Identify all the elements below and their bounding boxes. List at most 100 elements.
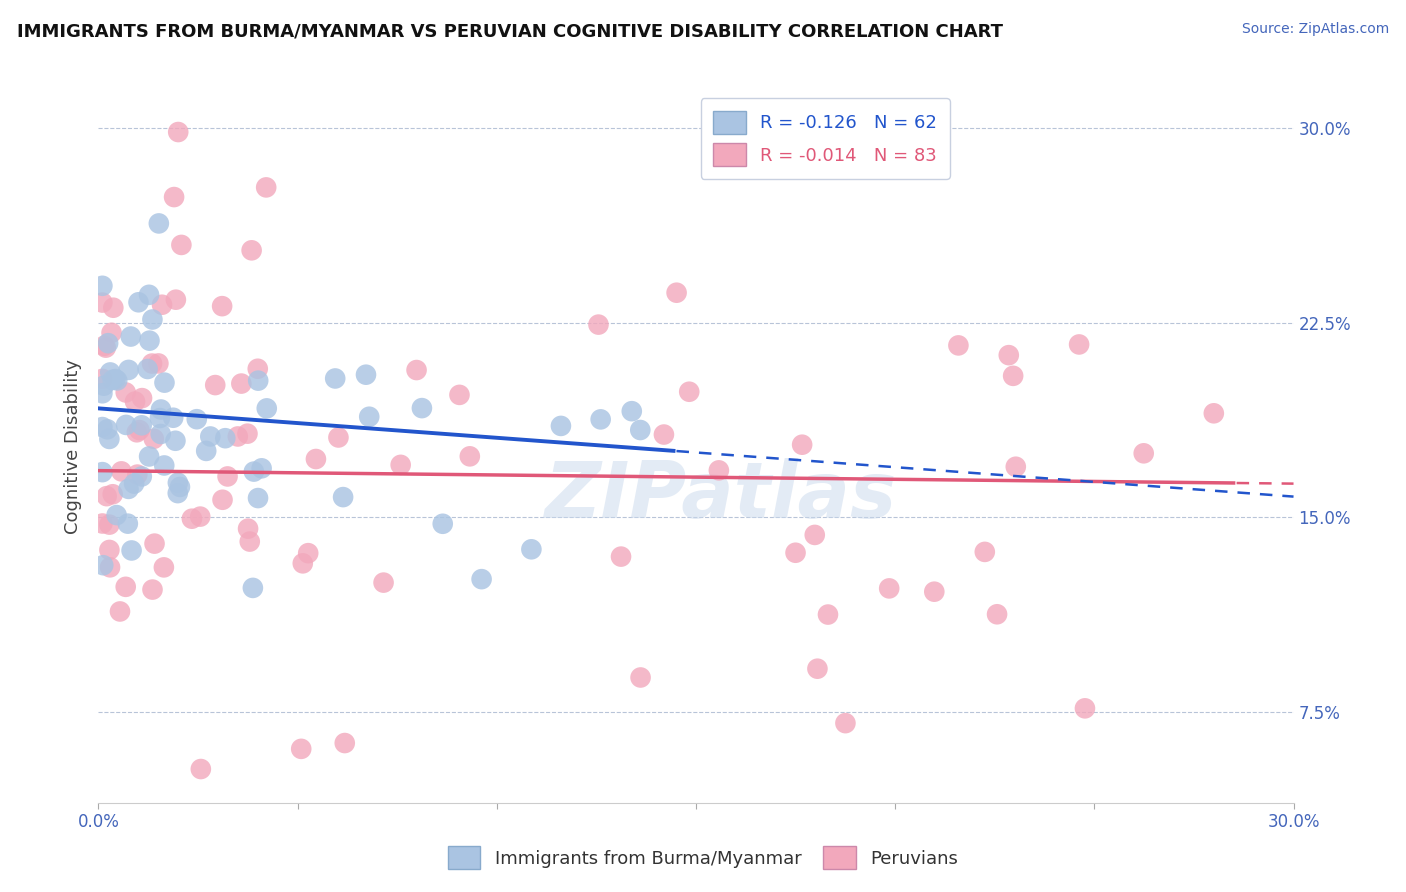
Point <box>142 432 165 446</box>
Point <box>91 465 114 479</box>
Point <box>131 469 153 483</box>
Point <box>1202 406 1225 420</box>
Point <box>792 438 814 452</box>
Point <box>117 516 139 531</box>
Point <box>678 384 700 399</box>
Point <box>924 584 946 599</box>
Point <box>211 299 233 313</box>
Point <box>214 431 236 445</box>
Point <box>96 422 118 436</box>
Point <box>250 461 273 475</box>
Point <box>101 373 124 387</box>
Point <box>149 411 172 425</box>
Point <box>432 516 454 531</box>
Point <box>449 388 471 402</box>
Point <box>785 546 807 560</box>
Point <box>200 429 222 443</box>
Point <box>997 348 1019 362</box>
Point <box>1004 459 1026 474</box>
Point <box>162 410 184 425</box>
Point <box>170 238 193 252</box>
Point <box>91 295 114 310</box>
Legend: Immigrants from Burma/Myanmar, Peruvians: Immigrants from Burma/Myanmar, Peruvians <box>439 838 967 879</box>
Point <box>226 429 249 443</box>
Point <box>98 560 121 574</box>
Point <box>305 452 328 467</box>
Point <box>247 491 270 505</box>
Point <box>124 394 146 409</box>
Point <box>166 475 188 490</box>
Point <box>98 366 121 380</box>
Point <box>359 409 381 424</box>
Point <box>211 492 233 507</box>
Point <box>707 463 730 477</box>
Point <box>231 376 253 391</box>
Point <box>94 341 117 355</box>
Point <box>986 607 1008 622</box>
Point <box>91 372 114 386</box>
Point <box>125 425 148 440</box>
Point <box>115 417 138 432</box>
Point <box>98 517 121 532</box>
Point <box>834 716 856 731</box>
Point <box>117 363 139 377</box>
Point <box>247 374 270 388</box>
Point <box>246 361 269 376</box>
Point <box>122 476 145 491</box>
Legend: R = -0.126   N = 62, R = -0.014   N = 83: R = -0.126 N = 62, R = -0.014 N = 83 <box>700 98 950 179</box>
Point <box>98 543 121 558</box>
Point <box>628 423 651 437</box>
Point <box>91 386 114 401</box>
Point <box>1132 446 1154 460</box>
Point <box>127 467 149 482</box>
Point <box>328 430 350 444</box>
Point <box>101 487 124 501</box>
Point <box>290 742 312 756</box>
Point <box>131 418 153 433</box>
Point <box>239 534 262 549</box>
Point <box>610 549 633 564</box>
Point <box>1002 368 1025 383</box>
Point <box>110 464 132 478</box>
Point <box>169 480 191 494</box>
Point <box>190 762 212 776</box>
Point <box>108 604 131 618</box>
Point <box>153 376 176 390</box>
Point <box>96 489 118 503</box>
Point <box>131 391 153 405</box>
Point <box>973 545 995 559</box>
Point <box>93 378 115 392</box>
Point <box>297 546 319 560</box>
Point <box>150 298 173 312</box>
Point <box>138 334 160 348</box>
Point <box>240 244 263 258</box>
Point <box>665 285 688 300</box>
Point <box>236 522 259 536</box>
Point <box>180 512 202 526</box>
Point <box>149 427 172 442</box>
Point <box>98 432 121 446</box>
Point <box>91 558 114 573</box>
Point <box>148 356 170 370</box>
Point <box>405 363 427 377</box>
Point <box>114 580 136 594</box>
Point <box>141 312 163 326</box>
Point <box>1074 701 1097 715</box>
Point <box>103 301 125 315</box>
Text: IMMIGRANTS FROM BURMA/MYANMAR VS PERUVIAN COGNITIVE DISABILITY CORRELATION CHART: IMMIGRANTS FROM BURMA/MYANMAR VS PERUVIA… <box>17 22 1002 40</box>
Point <box>105 373 128 387</box>
Point <box>806 662 828 676</box>
Point <box>91 516 114 531</box>
Point <box>471 572 494 586</box>
Point <box>165 434 187 448</box>
Point <box>877 582 900 596</box>
Point <box>411 401 433 416</box>
Point <box>550 418 572 433</box>
Point <box>354 368 377 382</box>
Point <box>195 443 218 458</box>
Point <box>128 423 150 437</box>
Point <box>652 427 675 442</box>
Point <box>100 326 122 340</box>
Y-axis label: Cognitive Disability: Cognitive Disability <box>65 359 83 533</box>
Point <box>186 412 208 426</box>
